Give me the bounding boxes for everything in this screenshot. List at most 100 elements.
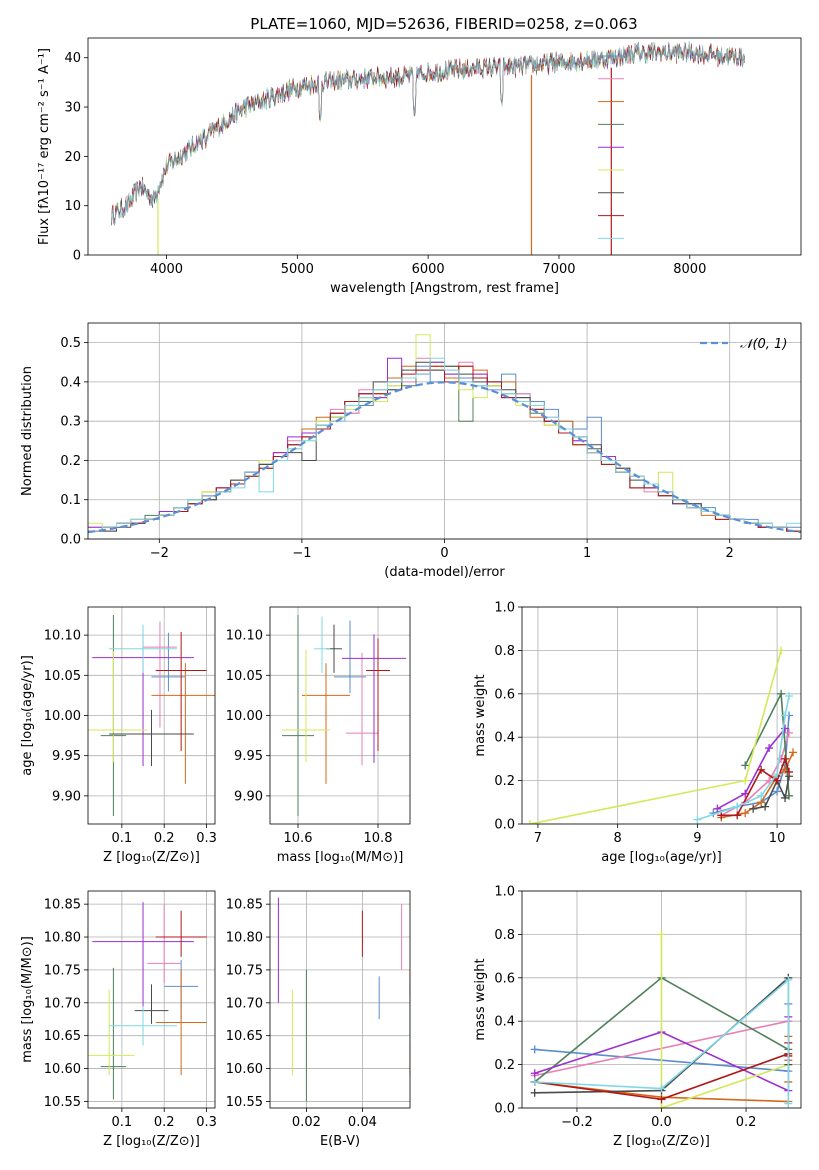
mass-weight-marker [657,1095,666,1104]
mass-weight-marker [777,689,786,698]
x-tick-label: 1 [583,546,591,561]
y-tick-label: 0 [73,249,81,264]
mass-weight-marker [693,815,702,824]
y-axis-label: mass weight [473,958,488,1040]
mass-weight-line [534,978,790,1104]
axes-frame [269,606,411,825]
y-tick-label: 0.4 [60,375,81,390]
axes-frame [87,606,216,825]
x-tick-label: 0 [440,546,448,561]
mass-weight-marker [713,804,722,813]
plot-area-spectrum [111,41,745,255]
y-tick-label: 0.0 [60,533,81,548]
mass-weight-marker [773,787,782,796]
spectrum-series-line [111,43,745,226]
mass-weight-marker [784,1099,793,1108]
mass-weight-marker [741,761,750,770]
axes-age_vs_Z: 0.1 0.2 0.3 9.90 9.95 10.00 10.05 10.10 Z [log₁₀… [20,606,217,865]
x-tick-label: −1 [292,546,311,561]
plot-area-mass_vs_Z [88,902,207,1100]
mass-weight-marker [765,744,774,753]
x-tick-label: 7000 [542,262,575,277]
y-axis-label: age [log₁₀(age/yr)] [20,655,35,776]
mass-weight-marker [530,1069,539,1078]
x-tick-label: 10.8 [364,831,393,846]
mass-weight-marker [657,1104,666,1108]
x-tick-label: 2 [726,546,734,561]
y-tick-label: 10.75 [44,963,81,978]
y-tick-label: 10.65 [226,1029,263,1044]
axes-residuals: −2 −1 0 1 2 0.0 0.1 0.2 0.3 0.4 0.5 (data-model)/er… [20,322,802,580]
y-tick-label: 1.0 [494,885,515,900]
x-tick-label: 0.3 [196,831,217,846]
y-tick-label: 10.05 [44,669,81,684]
y-tick-label: 10.00 [44,709,81,724]
axes-frame [521,606,802,825]
y-tick-label: 30 [64,101,81,116]
y-tick-label: 10.05 [226,669,263,684]
mass-weight-line [697,695,790,821]
y-tick-label: 0.3 [60,415,81,430]
x-tick-label: 10.6 [284,831,313,846]
x-axis-label: Z [log₁₀(Z/Z⊙)] [103,1134,200,1149]
legend-label: 𝒩(0, 1) [740,337,787,352]
plot-area-mass_weight_vs_Z [530,930,793,1108]
x-tick-label: 0.1 [112,831,133,846]
mass-weight-marker [781,711,790,720]
y-tick-label: 10.00 [226,709,263,724]
x-tick-label: 5000 [281,262,314,277]
mass-weight-marker [785,691,794,700]
y-tick-label: 10.55 [226,1095,263,1110]
x-tick-label: 8 [614,831,622,846]
mass-weight-marker [785,728,794,737]
mass-weight-line [660,934,789,1108]
x-tick-label: 9 [693,831,701,846]
axes-frame [87,37,802,256]
mass-weight-marker [525,820,534,824]
y-axis-label: mass [log₁₀(M/M⊙)] [20,936,35,1063]
x-axis-label: Z [log₁₀(Z/Z⊙)] [613,1134,710,1149]
y-tick-label: 10.85 [226,898,263,913]
spectrum-series-line [111,41,745,225]
axes-frame [87,322,802,540]
x-axis-label: mass [log₁₀(M/M⊙)] [277,850,404,865]
mass-weight-marker [781,724,790,733]
plot-area-age_vs_mass [282,615,406,816]
mass-weight-line [716,727,786,810]
x-tick-label: 0.02 [292,1115,321,1130]
y-tick-label: 10.80 [44,931,81,946]
axes-mass_vs_Z: 0.1 0.2 0.3 10.55 10.60 10.65 10.70 10.75 10.80 1… [20,890,217,1149]
mass-weight-marker [773,770,782,779]
x-axis-label: Z [log₁₀(Z/Z⊙)] [103,850,200,865]
mass-weight-marker [761,802,770,811]
axes-age_vs_mass: 10.6 10.8 9.90 9.95 10.00 10.05 10.10 mass [log… [226,606,411,865]
plot-area-age_vs_Z [88,615,215,816]
y-tick-label: 0.2 [494,774,515,789]
y-tick-label: 0.4 [494,1015,515,1030]
y-tick-label: 0.0 [494,1102,515,1117]
x-tick-label: 8000 [673,262,706,277]
axes-mass_weight_vs_Z: −0.2 0.0 0.2 0.0 0.2 0.4 0.6 0.8 1.0 Z [log₁₀(Z/Z… [473,885,802,1149]
plot-area-mass_vs_EBV [277,897,410,1102]
y-tick-label: 0.8 [494,928,515,943]
mass-weight-marker [733,802,742,811]
mass-weight-marker [757,765,766,774]
y-tick-label: 0.8 [494,644,515,659]
x-tick-label: 0.2 [154,831,175,846]
mass-weight-marker [741,776,750,785]
y-tick-label: 0.1 [60,493,81,508]
y-tick-label: 9.95 [234,749,263,764]
x-tick-label: 7 [534,831,542,846]
y-tick-label: 10.10 [226,629,263,644]
x-tick-label: 4000 [150,262,183,277]
mass-weight-marker [781,793,790,802]
mass-weight-marker [781,754,790,763]
mass-weight-marker [749,804,758,813]
x-tick-label: 0.04 [348,1115,377,1130]
y-axis-label: mass weight [473,674,488,756]
y-tick-label: 10.70 [226,996,263,1011]
mass-weight-marker [784,975,793,984]
y-tick-label: 10.65 [44,1029,81,1044]
y-tick-label: 0.6 [494,687,515,702]
